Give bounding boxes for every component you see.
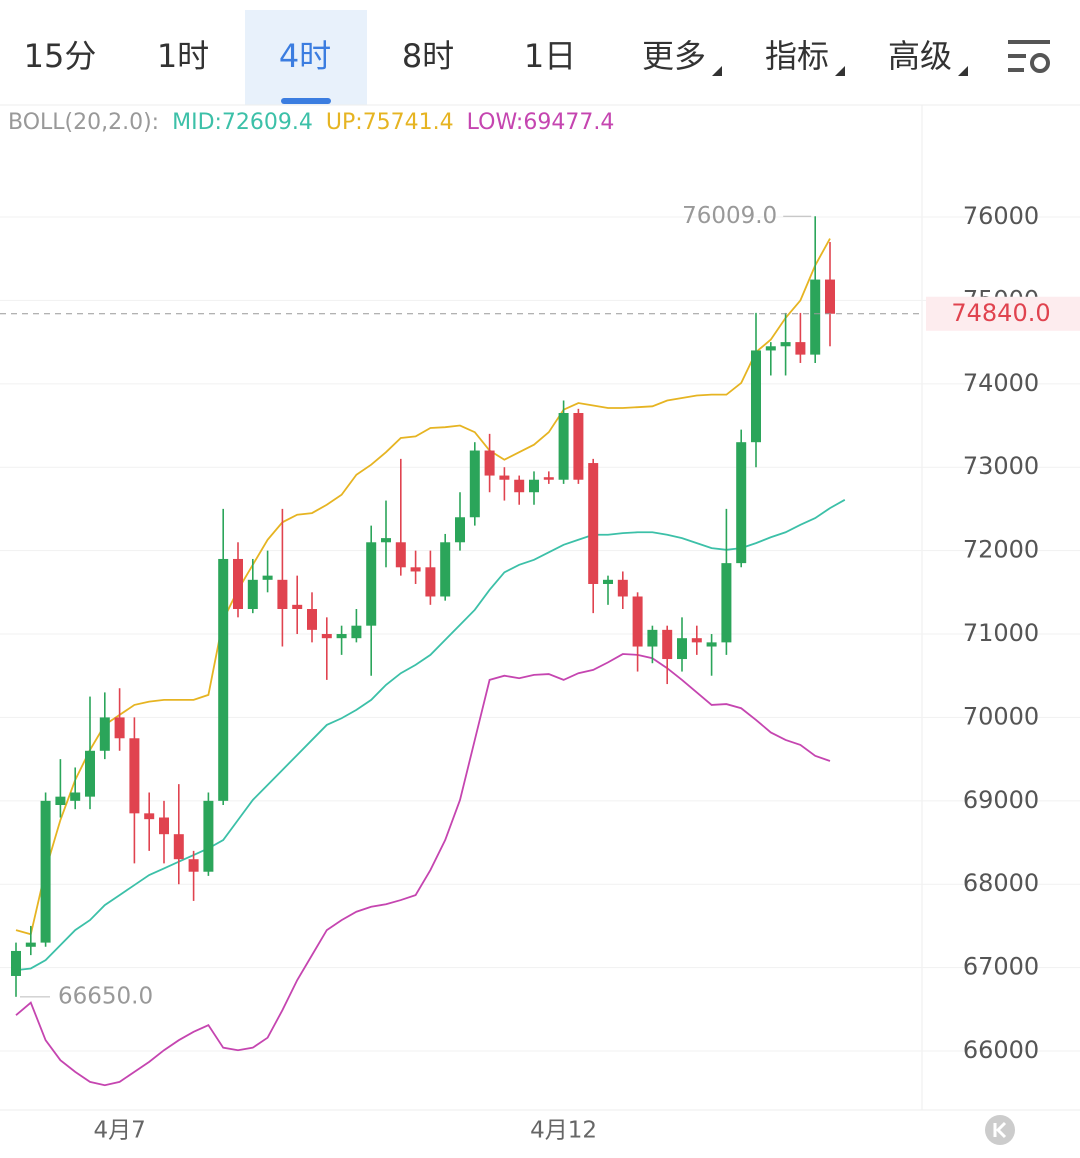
selected-tab-indicator: [281, 98, 331, 104]
candle-body: [662, 629, 673, 660]
candle-body: [410, 567, 421, 572]
candle-body: [765, 346, 776, 351]
tab[interactable]: 4时: [279, 37, 331, 75]
bollinger-band: [15, 653, 831, 1087]
candle-body: [40, 800, 51, 943]
y-tick-label: 69000: [963, 786, 1039, 814]
legend-item: MID:72609.4: [172, 110, 313, 135]
candle-body: [529, 479, 539, 493]
candle-body: [736, 442, 747, 564]
candle-body: [129, 738, 140, 814]
legend-item: LOW:69477.4: [467, 110, 615, 135]
candle-body: [366, 542, 377, 626]
selected-tab-bg: [245, 10, 367, 105]
candle-body: [381, 538, 391, 543]
candle-body: [99, 717, 110, 751]
candle-body: [336, 634, 347, 639]
tab[interactable]: 1时: [157, 37, 209, 75]
candle-body: [795, 342, 806, 355]
candle-body: [484, 450, 495, 476]
legend-item: UP:75741.4: [326, 110, 454, 135]
y-tick-label: 66000: [963, 1036, 1039, 1064]
tab[interactable]: 8时: [402, 37, 454, 75]
candle-body: [307, 609, 317, 630]
candle-body: [810, 279, 821, 355]
indicator-legend: BOLL(20,2.0): MID:72609.4 UP:75741.4 LOW…: [8, 110, 614, 135]
high-label: 76009.0: [682, 203, 777, 229]
candle-body: [751, 350, 761, 443]
candle-body: [543, 477, 554, 480]
bollinger-band: [15, 499, 846, 972]
y-tick-label: 74000: [963, 369, 1039, 397]
tab[interactable]: 高级: [888, 37, 952, 75]
tab[interactable]: 1日: [524, 37, 576, 75]
candle-body: [203, 800, 214, 872]
candle-body: [721, 563, 732, 643]
candle-body: [780, 342, 791, 347]
y-tick-label: 76000: [963, 202, 1039, 230]
candle-body: [351, 625, 362, 639]
x-tick-label: 4月7: [93, 1118, 145, 1144]
candle-body: [603, 579, 613, 584]
candle-body: [262, 575, 273, 580]
candle-body: [11, 950, 21, 976]
candle-body: [469, 450, 480, 518]
bollinger-band: [15, 238, 831, 936]
candle-body: [233, 558, 243, 610]
candle-body: [55, 796, 66, 805]
y-tick-label: 68000: [963, 869, 1039, 897]
candle-body: [499, 475, 510, 480]
candle-body: [70, 792, 81, 801]
y-tick-label: 73000: [963, 452, 1039, 480]
y-tick-label: 71000: [963, 619, 1039, 647]
candle-body: [25, 942, 36, 947]
last-price-label: 74840.0: [951, 299, 1050, 327]
dropdown-arrows: [712, 66, 968, 76]
candle-body: [188, 859, 199, 872]
candle-body: [218, 558, 229, 801]
candle-body: [677, 638, 687, 660]
low-label: 66650.0: [58, 983, 153, 1009]
candle-body: [617, 579, 628, 597]
candle-body: [425, 567, 436, 597]
candle-body: [647, 629, 658, 647]
candle-body: [455, 517, 465, 543]
last-price-tag: [926, 296, 1080, 331]
tab[interactable]: 更多: [642, 37, 706, 75]
y-tick-label: 67000: [963, 953, 1039, 981]
y-tick-label: 72000: [963, 536, 1039, 564]
candle-body: [558, 413, 569, 480]
candle-body: [440, 542, 451, 597]
candle-body: [114, 717, 125, 739]
candle-body: [573, 413, 584, 480]
scroll-icon: [993, 1121, 1007, 1139]
tab[interactable]: 指标: [765, 37, 829, 75]
candle-body: [277, 579, 288, 610]
settings-icon[interactable]: [1008, 40, 1050, 73]
candle-body: [706, 642, 717, 647]
y-tick-label: 70000: [963, 702, 1039, 730]
tab[interactable]: 15分: [24, 37, 97, 75]
candle-body: [632, 596, 643, 647]
candle-body: [825, 279, 835, 314]
candle-body: [588, 463, 599, 584]
candle-body: [321, 634, 332, 639]
candle-body: [292, 604, 303, 610]
candle-body: [173, 834, 184, 860]
candle-body: [395, 542, 406, 568]
candle-body: [691, 638, 702, 643]
indicator-label: BOLL(20,2.0):: [8, 110, 159, 135]
candle-body: [144, 813, 155, 820]
candle-body: [159, 817, 169, 835]
candle-body: [247, 579, 258, 610]
candle-body: [514, 479, 525, 493]
candle-body: [85, 750, 95, 797]
x-tick-label: 4月12: [530, 1118, 597, 1144]
